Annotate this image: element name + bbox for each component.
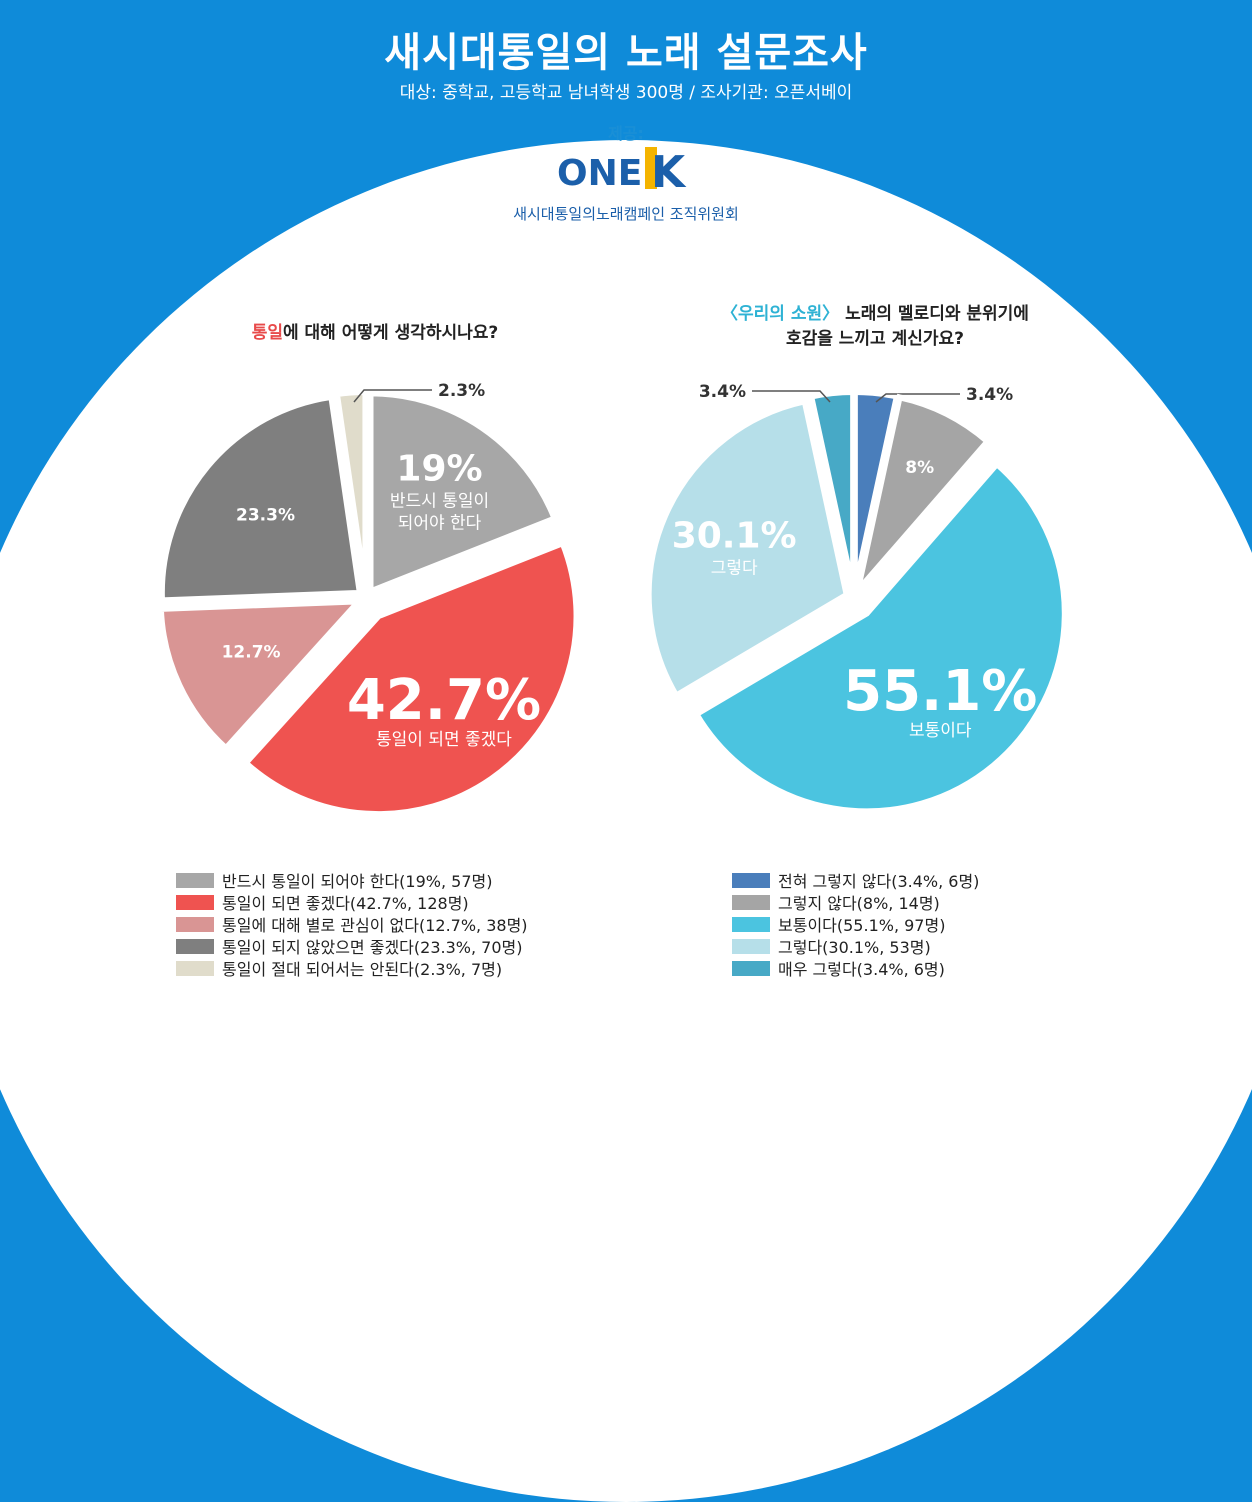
pie2-sublabel-3-1: 보통이다 xyxy=(909,721,972,741)
legend-swatch xyxy=(176,872,214,888)
pie1-slice-2 xyxy=(241,539,580,818)
question-1-title: 통일에 대해 어떻게 생각하시나요? xyxy=(155,318,595,343)
pie2-outer-label-1: 3.4% xyxy=(966,385,1013,405)
legend-label: 전혀 그렇지 않다(3.4%, 6명) xyxy=(778,872,980,891)
pie1-label-3: 12.7% xyxy=(222,643,281,663)
pie1-sublabel-1-2: 되어야 한다 xyxy=(398,513,482,533)
pie1-slice-3 xyxy=(157,598,366,753)
legend-item: 그렇다(30.1%, 53명) xyxy=(732,935,979,957)
legend-label: 보통이다(55.1%, 97명) xyxy=(778,916,946,935)
legend-swatch xyxy=(732,960,770,976)
survey-subtitle: 대상: 중학교, 고등학교 남녀학생 300명 / 조사기관: 오픈서베이 xyxy=(399,83,853,103)
question-1-rest: 에 대해 어떻게 생각하시나요? xyxy=(282,323,499,343)
legend-item: 통일이 되지 않았으면 좋겠다(23.3%, 70명) xyxy=(176,935,528,957)
legend-swatch xyxy=(732,894,770,910)
legend-item: 통일이 절대 되어서는 안된다(2.3%, 7명) xyxy=(176,957,528,979)
question-1-highlight: 통일 xyxy=(251,323,283,343)
legend-label: 통일이 되면 좋겠다(42.7%, 128명) xyxy=(222,894,469,913)
pie1-leader-5 xyxy=(353,389,432,403)
pie2-leader-1 xyxy=(875,393,960,403)
provided-by-label: 제공: xyxy=(608,124,644,143)
question-2-highlight: 〈우리의 소원〉 xyxy=(721,304,840,324)
legend-swatch xyxy=(176,894,214,910)
legend-item: 매우 그렇다(3.4%, 6명) xyxy=(732,957,979,979)
pie1-outer-label-5: 2.3% xyxy=(438,381,485,401)
pie1-label-1: 19% xyxy=(396,448,482,489)
legend-item: 반드시 통일이 되어야 한다(19%, 57명) xyxy=(176,869,528,891)
one-k-logo: ONE K xyxy=(557,147,687,193)
pie2-label-3: 55.1% xyxy=(843,659,1037,724)
logo-text-right: K xyxy=(651,147,687,193)
pie2-label-2: 8% xyxy=(905,458,934,478)
page-title: 새시대통일의 노래 설문조사 xyxy=(384,30,868,76)
legend-label: 매우 그렇다(3.4%, 6명) xyxy=(778,960,945,979)
legend-item: 통일에 대해 별로 관심이 없다(12.7%, 38명) xyxy=(176,913,528,935)
pie1-slice-1 xyxy=(367,390,559,596)
legend-swatch xyxy=(176,960,214,976)
pie2-label-4: 30.1% xyxy=(672,515,797,556)
legend-swatch xyxy=(176,916,214,932)
pie2-slice-5 xyxy=(807,389,857,591)
legend-chart-2: 전혀 그렇지 않다(3.4%, 6명) 그렇지 않다(8%, 14명) 보통이다(5… xyxy=(732,869,979,979)
logo-text-left: ONE xyxy=(557,153,642,193)
legend-item: 그렇지 않다(8%, 14명) xyxy=(732,891,979,913)
legend-label: 통일이 되지 않았으면 좋겠다(23.3%, 70명) xyxy=(222,938,523,957)
legend-item: 전혀 그렇지 않다(3.4%, 6명) xyxy=(732,869,979,891)
pie1-label-2: 42.7% xyxy=(347,668,541,733)
legend-item: 보통이다(55.1%, 97명) xyxy=(732,913,979,935)
pie2-leader-5 xyxy=(752,390,831,403)
legend-swatch xyxy=(176,938,214,954)
pie2-slice-3 xyxy=(692,459,1068,815)
question-2-rest: 노래의 멜로디와 분위기에 xyxy=(839,304,1029,324)
legend-item: 통일이 되면 좋겠다(42.7%, 128명) xyxy=(176,891,528,913)
pie2-sublabel-4-1: 그렇다 xyxy=(711,558,758,578)
pie1-slice-5 xyxy=(333,389,369,591)
legend-label: 그렇지 않다(8%, 14명) xyxy=(778,894,940,913)
pie2-slice-2 xyxy=(854,393,992,593)
logo-subtitle: 새시대통일의노래캠페인 조직위원회 xyxy=(513,205,739,223)
pie1-slice-4 xyxy=(158,393,364,604)
legend-swatch xyxy=(732,938,770,954)
question-2-line2: 호감을 느끼고 계신가요? xyxy=(785,329,965,349)
pie1-label-4: 23.3% xyxy=(236,505,295,525)
pie1-sublabel-1-1: 반드시 통일이 xyxy=(390,491,489,511)
pie2-slice-4 xyxy=(645,397,851,700)
legend-swatch xyxy=(732,916,770,932)
legend-label: 통일이 절대 되어서는 안된다(2.3%, 7명) xyxy=(222,960,503,979)
legend-label: 그렇다(30.1%, 53명) xyxy=(778,938,931,957)
legend-chart-1: 반드시 통일이 되어야 한다(19%, 57명) 통일이 되면 좋겠다(42.7%… xyxy=(176,869,528,979)
legend-swatch xyxy=(732,872,770,888)
legend-label: 반드시 통일이 되어야 한다(19%, 57명) xyxy=(222,872,493,891)
legend-label: 통일에 대해 별로 관심이 없다(12.7%, 38명) xyxy=(222,916,528,935)
pie2-outer-label-5: 3.4% xyxy=(699,382,746,402)
pie1-sublabel-2-1: 통일이 되면 좋겠다 xyxy=(376,730,512,750)
